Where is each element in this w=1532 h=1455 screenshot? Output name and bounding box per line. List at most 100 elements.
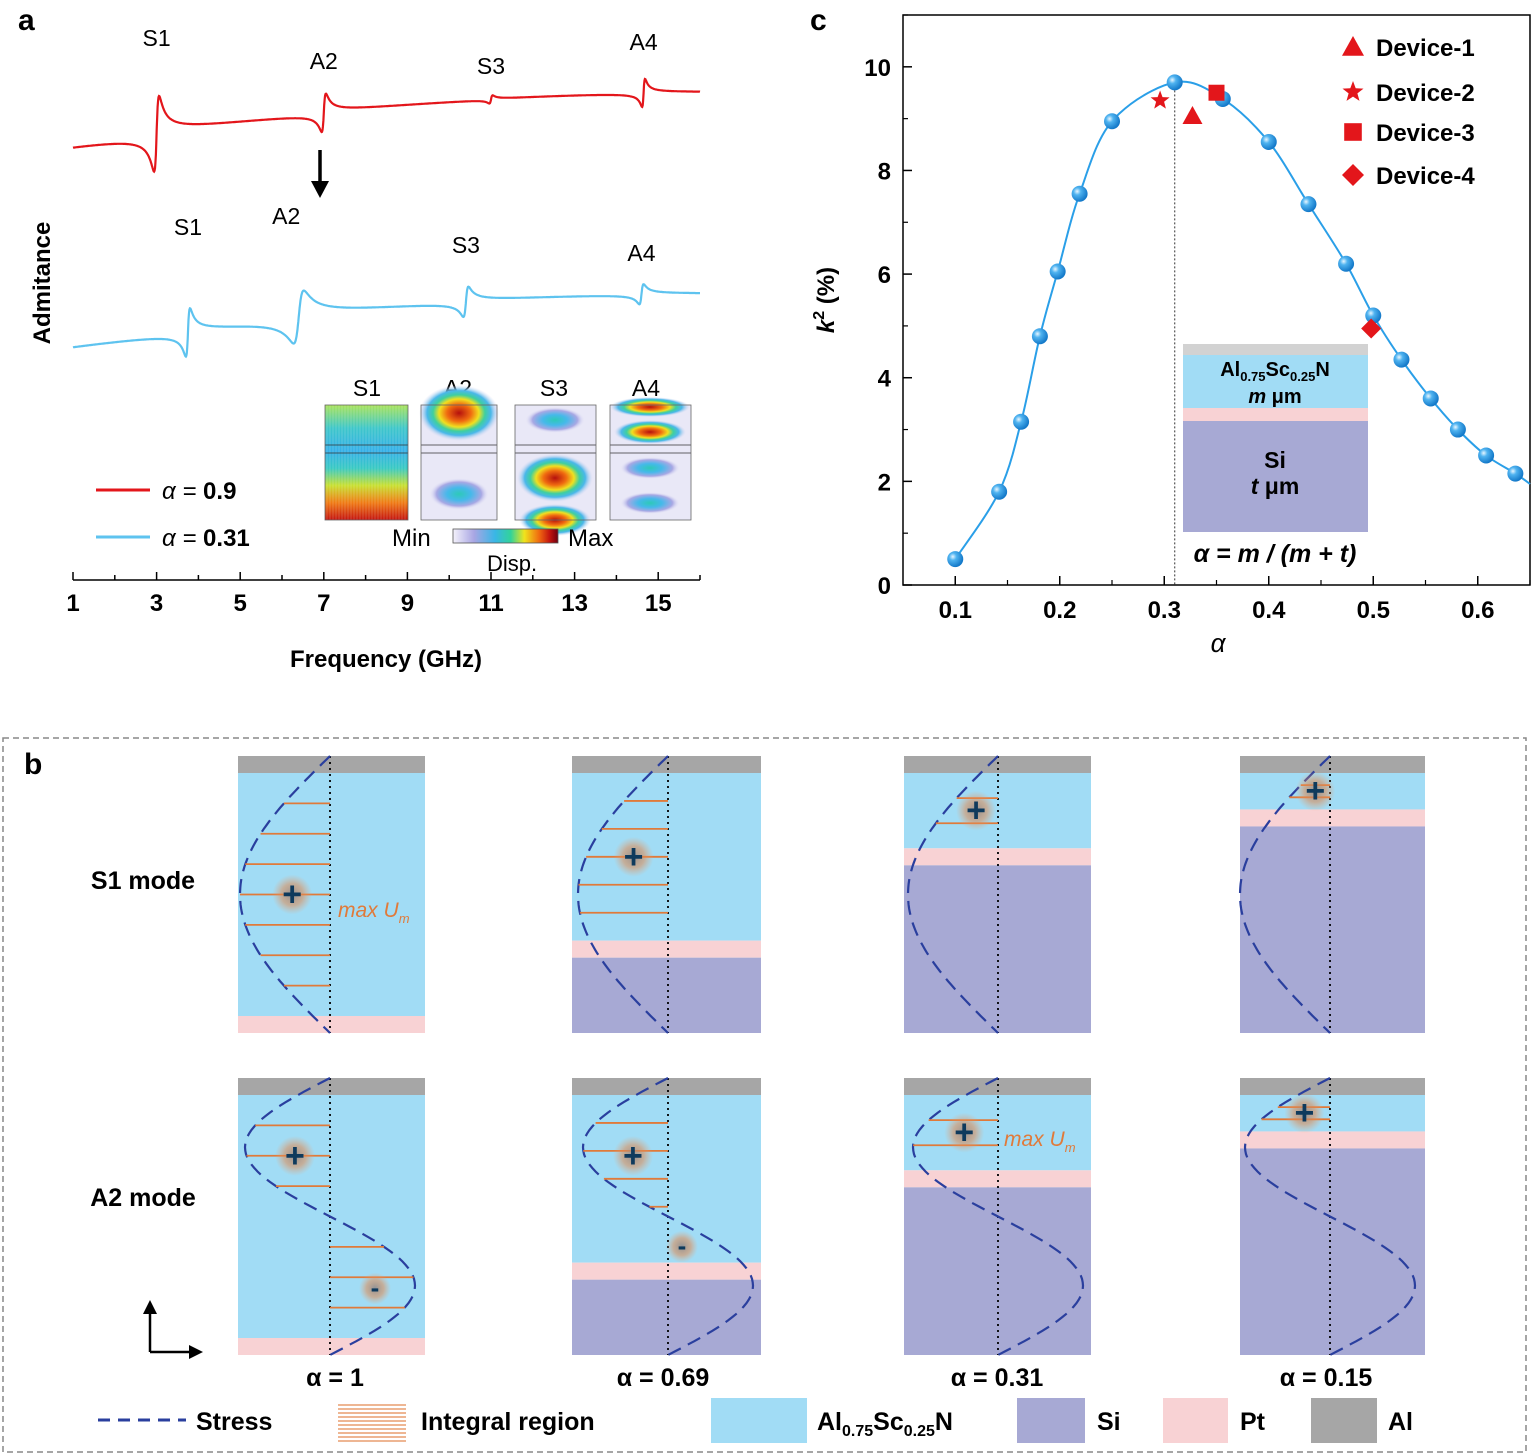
legend-al: Al xyxy=(1388,1408,1413,1436)
inset-title-s1: S1 xyxy=(353,375,381,401)
plus-sign: + xyxy=(624,838,644,876)
pt-layer xyxy=(572,940,761,958)
stress-curve xyxy=(576,755,669,1034)
pt-layer xyxy=(1240,809,1425,827)
mode-shape-inset: S1 A2 S3 A4 xyxy=(324,375,692,576)
k2-point xyxy=(1013,413,1030,430)
k2-point xyxy=(1031,328,1048,345)
series-alpha-0.9-line xyxy=(72,77,701,174)
plus-sign: + xyxy=(623,1137,643,1175)
mode-shape-a4 xyxy=(609,397,692,521)
device-marker-device-2 xyxy=(1150,90,1170,109)
panel-c-label: c xyxy=(810,4,827,37)
stack-mode1-col4: + xyxy=(1238,755,1425,1034)
x-tick-label: 15 xyxy=(645,590,672,617)
k2-point xyxy=(1449,421,1466,438)
colorbar xyxy=(452,528,559,544)
blue-mode-label: A2 xyxy=(272,203,300,229)
panel-c-chart: 0 2 4 6 8 10 0.1 0.2 0.3 0.4 0.5 0.6 α k2 (%) Al0.7… xyxy=(811,14,1531,658)
x-tick-label: 11 xyxy=(478,590,503,617)
stress-curve xyxy=(911,1077,1085,1356)
plus-glow xyxy=(1284,1093,1325,1134)
mode-shape-s3 xyxy=(514,404,597,536)
alpha-label-1: α = 1 xyxy=(306,1364,364,1392)
al-electrode xyxy=(1240,1078,1425,1095)
max-um-annotation: max Um xyxy=(338,899,410,926)
k2-point xyxy=(1166,74,1183,91)
shift-arrow-icon xyxy=(311,181,329,198)
legend-integral: Integral region xyxy=(421,1408,595,1436)
plus-sign: + xyxy=(282,876,302,914)
stress-curve xyxy=(906,755,999,1034)
alpha-label-0.69: α = 0.69 xyxy=(617,1364,710,1392)
colorbar-min: Min xyxy=(392,525,431,552)
pt-layer xyxy=(904,848,1091,866)
plus-glow xyxy=(944,1112,985,1153)
x-tick-label: 5 xyxy=(234,590,247,617)
legend-alscn: Al0.75Sc0.25N xyxy=(817,1408,953,1440)
k2-point xyxy=(1104,113,1120,130)
y-tick-label: 8 xyxy=(878,158,891,185)
integral-region xyxy=(246,1124,414,1309)
mode-shape-s1 xyxy=(324,404,409,521)
legend-device-3: Device-3 xyxy=(1376,120,1475,147)
al-electrode xyxy=(904,756,1091,773)
red-mode-label: S1 xyxy=(143,25,171,51)
legend-marker-device-1 xyxy=(1342,36,1364,56)
x-tick-label: 0.5 xyxy=(1357,597,1390,624)
legend-marker-device-3 xyxy=(1344,123,1362,141)
al-electrode xyxy=(238,1078,425,1095)
plus-glow xyxy=(956,790,997,831)
legend-al-swatch xyxy=(1311,1398,1377,1443)
legend-device-2: Device-2 xyxy=(1376,80,1475,107)
red-mode-label: S3 xyxy=(477,53,505,79)
stack-mode2-col2: +- xyxy=(572,1077,761,1356)
al-electrode xyxy=(1240,756,1425,773)
x-tick-label: 0.4 xyxy=(1252,597,1286,624)
panel-c-ylabel: k2 (%) xyxy=(811,267,840,333)
inset-layer-si-thickness: t μm xyxy=(1251,473,1300,499)
k2-point xyxy=(1393,351,1410,368)
stack-inset: Al0.75Sc0.25N m μm Si t μm α = m / (m + … xyxy=(1183,344,1368,568)
x-tick-label: 3 xyxy=(150,590,163,617)
mode-shape-a2 xyxy=(419,385,499,521)
plus-sign: + xyxy=(954,1114,974,1152)
k2-point xyxy=(1478,447,1495,464)
red-mode-label: A2 xyxy=(310,48,338,74)
legend-alscn-swatch xyxy=(711,1398,807,1443)
al-electrode xyxy=(904,1078,1091,1095)
alpha-label-0.31: α = 0.31 xyxy=(951,1364,1044,1392)
alpha-formula: α = m / (m + t) xyxy=(1194,540,1357,568)
legend-alpha-0.9: α = 0.9 xyxy=(162,478,236,505)
panel-b-legend: Stress Integral region Al0.75Sc0.25N Si … xyxy=(98,1398,1413,1443)
al-electrode xyxy=(572,1078,761,1095)
inset-layer-si: Si xyxy=(1264,447,1286,473)
device-legend: Device-1 Device-2 Device-3 Device-4 xyxy=(1342,35,1475,190)
minus-sign: - xyxy=(371,1273,380,1303)
k2-point xyxy=(1049,263,1066,280)
blue-mode-label: S3 xyxy=(452,232,480,258)
alpha-label-0.15: α = 0.15 xyxy=(1280,1364,1373,1392)
plus-sign: + xyxy=(1294,1094,1314,1132)
legend-marker-device-2 xyxy=(1342,81,1364,101)
al-electrode xyxy=(238,756,425,773)
row-label-s1: S1 mode xyxy=(91,867,195,895)
inset-layer-alscn: Al0.75Sc0.25N xyxy=(1220,359,1330,384)
k2-point xyxy=(1338,255,1355,272)
plus-glow xyxy=(274,1135,315,1176)
plus-sign: + xyxy=(285,1137,305,1175)
legend-alpha-0.31: α = 0.31 xyxy=(162,525,250,552)
pt-layer xyxy=(238,1016,425,1033)
si-layer xyxy=(572,957,761,1033)
legend-si: Si xyxy=(1097,1408,1121,1436)
stress-curve xyxy=(243,1077,417,1356)
k2-point xyxy=(991,483,1008,500)
colorbar-max: Max xyxy=(568,525,613,552)
inset-layer-alscn-thickness: m μm xyxy=(1248,386,1301,408)
k2-point xyxy=(1300,196,1317,213)
panel-c-xlabel: α xyxy=(1211,628,1227,658)
axes-icon xyxy=(143,1300,203,1359)
k2-point xyxy=(1260,133,1277,150)
legend-device-4: Device-4 xyxy=(1376,163,1475,190)
